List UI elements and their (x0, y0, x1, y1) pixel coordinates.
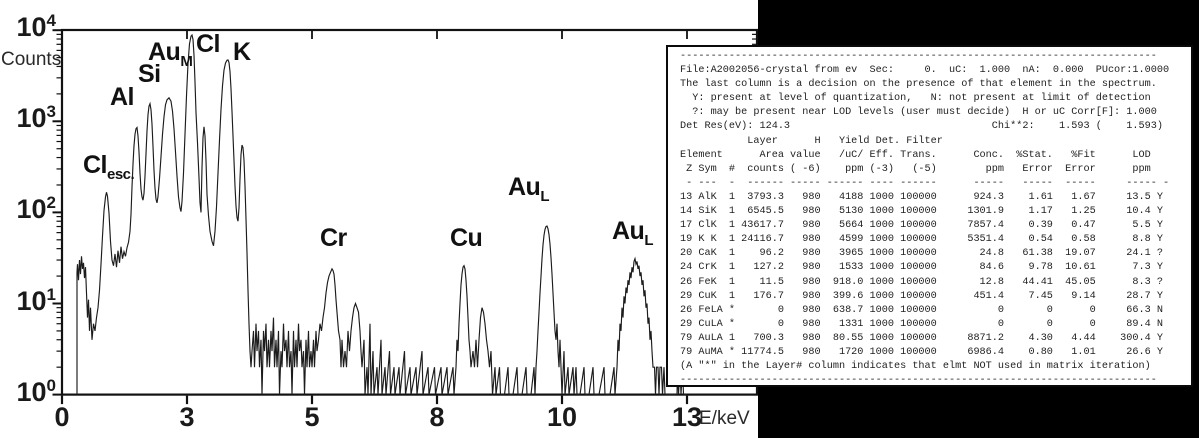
y-tick-label-1e2: 102 (16, 193, 56, 225)
peak-label-clesc: Clesc. (83, 151, 135, 183)
peak-label-aul: AuL (508, 173, 549, 205)
peak-label-al: Al (110, 83, 135, 111)
x-tick-label-13: 13 (671, 402, 703, 432)
peak-label-k: K (233, 38, 251, 66)
x-tick-label-8: 8 (429, 402, 445, 432)
x-tick-label-5: 5 (304, 402, 320, 432)
x-tick-label-10: 10 (546, 402, 578, 432)
x-axis-title: E/keV (699, 408, 750, 429)
spectrum-trace (76, 33, 687, 396)
y-tick-label-1e3: 103 (16, 102, 56, 134)
peak-label-cu: Cu (450, 224, 483, 252)
eds-spectrum-plot: Counts E/keV 100 101 102 103 104 0 3 5 8 10 13 Cl… (1, 11, 759, 432)
peak-label-cr: Cr (320, 224, 347, 252)
x-tick-label-0: 0 (54, 402, 70, 432)
report-text: ----------------------------------------… (680, 51, 1170, 387)
peak-label-cl: Cl (196, 30, 221, 58)
y-tick-label-1e0: 100 (16, 375, 56, 407)
x-tick-label-3: 3 (179, 402, 195, 432)
y-tick-label-1e4: 104 (16, 11, 56, 43)
peak-label-aum: AuM (148, 38, 193, 70)
quant-report-window: ----------------------------------------… (666, 45, 1193, 387)
peak-label-si: Si (138, 60, 161, 88)
y-axis-title: Counts (1, 49, 62, 70)
plot-frame (60, 28, 759, 396)
peak-label-aul: AuL (612, 217, 653, 249)
y-tick-label-1e1: 101 (16, 284, 56, 316)
spectrum-svg (52, 28, 759, 405)
